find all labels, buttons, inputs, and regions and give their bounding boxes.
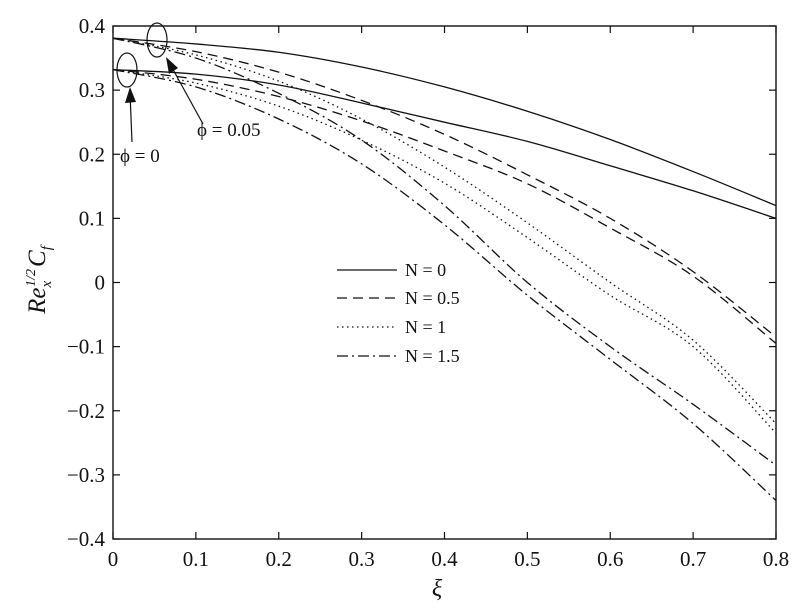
legend-label-n0: N = 0 bbox=[405, 260, 446, 280]
series-line-n05-phi0 bbox=[112, 68, 777, 344]
y-tick-label: 0.2 bbox=[79, 142, 105, 166]
legend-label-n1: N = 1 bbox=[405, 317, 446, 337]
y-label-base: Re bbox=[24, 288, 51, 315]
y-label-rest-sub: f bbox=[39, 244, 55, 250]
series-group bbox=[112, 37, 777, 502]
x-axis-label: ξ bbox=[432, 576, 443, 602]
series-line-n05-phi005 bbox=[112, 37, 777, 338]
legend: N = 0 N = 0.5 N = 1 N = 1.5 bbox=[337, 260, 460, 366]
x-tick-label: 0.7 bbox=[680, 547, 706, 571]
series-line-n0-phi005 bbox=[112, 37, 777, 207]
phi005-annotation: ϕ = 0.05 bbox=[197, 120, 260, 141]
phi005-ellipse bbox=[146, 22, 168, 58]
y-tick-label: −0.2 bbox=[67, 399, 105, 423]
y-tick-label: 0.3 bbox=[79, 78, 105, 102]
y-tick-label: 0.1 bbox=[79, 206, 105, 230]
phi0-annotation: ϕ = 0 bbox=[120, 146, 160, 167]
series-line-n0-phi0 bbox=[112, 68, 777, 219]
series-line-n15-phi005 bbox=[112, 37, 777, 466]
phi005-arrow bbox=[169, 63, 204, 125]
legend-label-n15: N = 1.5 bbox=[405, 346, 460, 366]
phi0-arrowhead bbox=[125, 87, 136, 103]
x-tick-label: 0.4 bbox=[431, 547, 458, 571]
y-tick-label: 0.4 bbox=[79, 14, 106, 38]
phi005-arrowhead bbox=[166, 57, 178, 74]
y-tick-label: −0.1 bbox=[67, 335, 105, 359]
x-tick-label: 0.2 bbox=[266, 547, 292, 571]
plot-frame bbox=[112, 25, 777, 540]
tick-group bbox=[112, 25, 777, 540]
x-tick-label: 0.1 bbox=[183, 547, 209, 571]
x-tick-label: 0.3 bbox=[349, 547, 375, 571]
y-label-rest: C bbox=[24, 250, 51, 267]
x-tick-label: 0.5 bbox=[514, 547, 540, 571]
y-tick-label: −0.4 bbox=[67, 527, 106, 551]
annotation-group: ϕ = 0 ϕ = 0.05 bbox=[116, 22, 260, 167]
x-tick-label: 0.8 bbox=[763, 547, 789, 571]
y-tick-label: 0 bbox=[95, 271, 106, 295]
y-label-sub: x bbox=[39, 281, 55, 289]
tick-label-group: 0 0.1 0.2 0.3 0.4 0.5 0.6 0.7 0.8 −0.4 −0.3 −0.2 −0.… bbox=[67, 14, 789, 571]
y-tick-label: −0.3 bbox=[67, 463, 105, 487]
phi0-ellipse bbox=[116, 52, 138, 88]
y-axis-label: Rex1/2 Cf bbox=[24, 244, 55, 315]
series-line-n15-phi0 bbox=[112, 68, 777, 502]
y-label-sup: 1/2 bbox=[24, 269, 39, 287]
legend-label-n05: N = 0.5 bbox=[405, 288, 460, 308]
x-tick-label: 0 bbox=[108, 547, 119, 571]
x-tick-label: 0.6 bbox=[597, 547, 623, 571]
